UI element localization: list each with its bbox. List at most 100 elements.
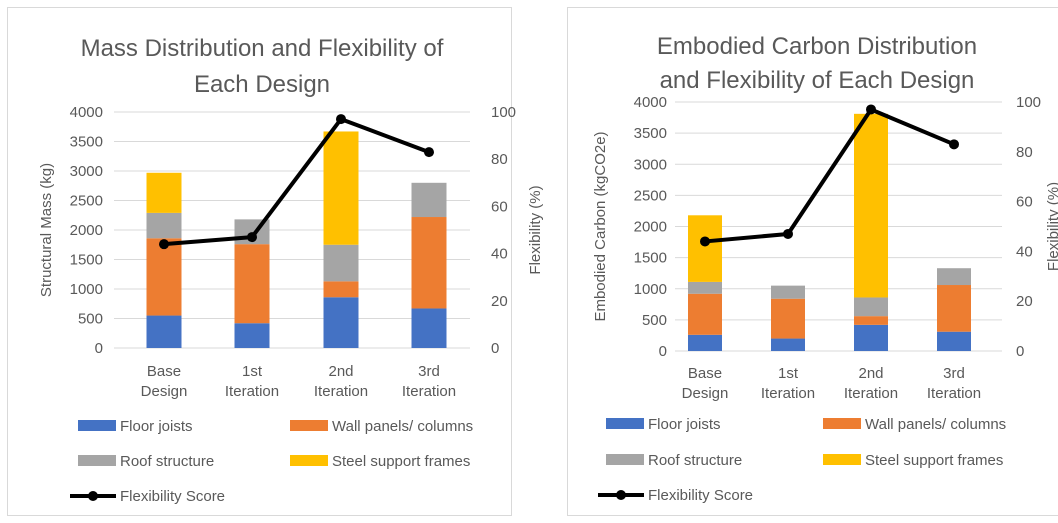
flexibility-point [783, 229, 793, 239]
y-tick-label: 2000 [634, 219, 667, 236]
y2-tick-label: 40 [491, 246, 508, 263]
legend-swatch-wall [290, 420, 328, 431]
flexibility-point [424, 147, 434, 157]
y-tick-label: 2000 [70, 222, 103, 239]
x-tick-label: Base [688, 365, 722, 382]
legend-label-steel: Steel support frames [865, 452, 1003, 469]
y2-tick-label: 40 [1016, 243, 1033, 260]
bar-roof [412, 183, 447, 217]
bar-roof [688, 282, 722, 294]
legend-swatch-flex-marker [88, 491, 98, 501]
bar-wall [412, 217, 447, 308]
bar-steel [688, 215, 722, 282]
x-tick-label: Iteration [761, 385, 815, 402]
bar-floor [771, 339, 805, 351]
y-tick-label: 4000 [70, 104, 103, 121]
bar-wall [147, 238, 182, 315]
y-tick-label: 500 [642, 312, 667, 329]
y-tick-label: 1000 [70, 281, 103, 298]
legend-label-flex: Flexibility Score [120, 488, 225, 505]
y-axis-title: Structural Mass (kg) [38, 163, 55, 297]
bar-floor [412, 308, 447, 348]
mass-chart: Mass Distribution and Flexibility of Each… [8, 8, 545, 516]
x-tick-label: Iteration [314, 383, 368, 400]
bar-roof [147, 213, 182, 238]
legend-label-steel: Steel support frames [332, 453, 470, 470]
y2-axis-title: Flexibility (%) [1045, 182, 1058, 271]
bar-roof [854, 297, 888, 316]
carbon-chart: Embodied Carbon Distribution and Flexibil… [568, 8, 1058, 516]
x-tick-label: 3rd [418, 363, 440, 380]
bar-roof [937, 268, 971, 285]
y-tick-label: 4000 [634, 94, 667, 111]
legend-swatch-steel [290, 455, 328, 466]
x-tick-label: 2nd [328, 363, 353, 380]
y2-tick-label: 20 [491, 293, 508, 310]
flexibility-point [336, 114, 346, 124]
y2-axis-title: Flexibility (%) [527, 185, 544, 274]
bar-floor [854, 325, 888, 351]
bar-steel [324, 131, 359, 244]
y-tick-label: 3500 [70, 134, 103, 151]
y2-tick-label: 80 [1016, 144, 1033, 161]
y-tick-label: 3500 [634, 125, 667, 142]
bar-steel [147, 173, 182, 213]
bar-floor [688, 335, 722, 351]
bar-roof [771, 286, 805, 299]
y2-tick-label: 0 [1016, 343, 1024, 360]
legend-label-roof: Roof structure [648, 452, 742, 469]
y-tick-label: 2500 [70, 193, 103, 210]
legend-label-flex: Flexibility Score [648, 487, 753, 504]
legend-swatch-flex-marker [616, 490, 626, 500]
y-tick-label: 3000 [634, 156, 667, 173]
x-tick-label: Iteration [844, 385, 898, 402]
bar-wall [688, 294, 722, 335]
y2-tick-label: 80 [491, 151, 508, 168]
flexibility-point [700, 236, 710, 246]
legend-label-floor: Floor joists [120, 418, 193, 435]
x-tick-label: Design [682, 385, 729, 402]
legend-label-wall: Wall panels/ columns [865, 416, 1006, 433]
chart-title-line: and Flexibility of Each Design [660, 67, 975, 94]
bar-wall [854, 316, 888, 325]
flexibility-point [866, 104, 876, 114]
bar-steel [854, 114, 888, 298]
chart-title-line: Embodied Carbon Distribution [657, 33, 977, 60]
y2-tick-label: 100 [491, 104, 516, 121]
y-tick-label: 2500 [634, 187, 667, 204]
y-tick-label: 1500 [70, 252, 103, 269]
y2-tick-label: 60 [491, 198, 508, 215]
bar-floor [147, 316, 182, 348]
y-tick-label: 3000 [70, 163, 103, 180]
x-tick-label: 2nd [858, 365, 883, 382]
x-tick-label: 1st [778, 365, 799, 382]
bar-wall [235, 244, 270, 323]
y-tick-label: 0 [95, 340, 103, 357]
x-tick-label: Design [141, 383, 188, 400]
bar-floor [937, 332, 971, 351]
y-tick-label: 500 [78, 311, 103, 328]
legend-swatch-roof [606, 454, 644, 465]
x-tick-label: 3rd [943, 365, 965, 382]
bar-wall [324, 281, 359, 297]
bar-wall [771, 299, 805, 339]
legend-label-floor: Floor joists [648, 416, 721, 433]
legend-label-roof: Roof structure [120, 453, 214, 470]
legend-swatch-wall [823, 418, 861, 429]
y2-tick-label: 60 [1016, 194, 1033, 211]
bar-floor [235, 323, 270, 348]
bar-wall [937, 285, 971, 332]
x-tick-label: Iteration [927, 385, 981, 402]
flexibility-point [247, 232, 257, 242]
y-tick-label: 0 [659, 343, 667, 360]
legend-swatch-floor [606, 418, 644, 429]
y-axis-title: Embodied Carbon (kgCO2e) [592, 131, 609, 321]
legend-label-wall: Wall panels/ columns [332, 418, 473, 435]
chart-title-line: Mass Distribution and Flexibility of [81, 35, 444, 62]
flexibility-point [159, 239, 169, 249]
y-tick-label: 1000 [634, 281, 667, 298]
bar-roof [324, 245, 359, 282]
chart-title-line: Each Design [194, 71, 330, 98]
x-tick-label: 1st [242, 363, 263, 380]
